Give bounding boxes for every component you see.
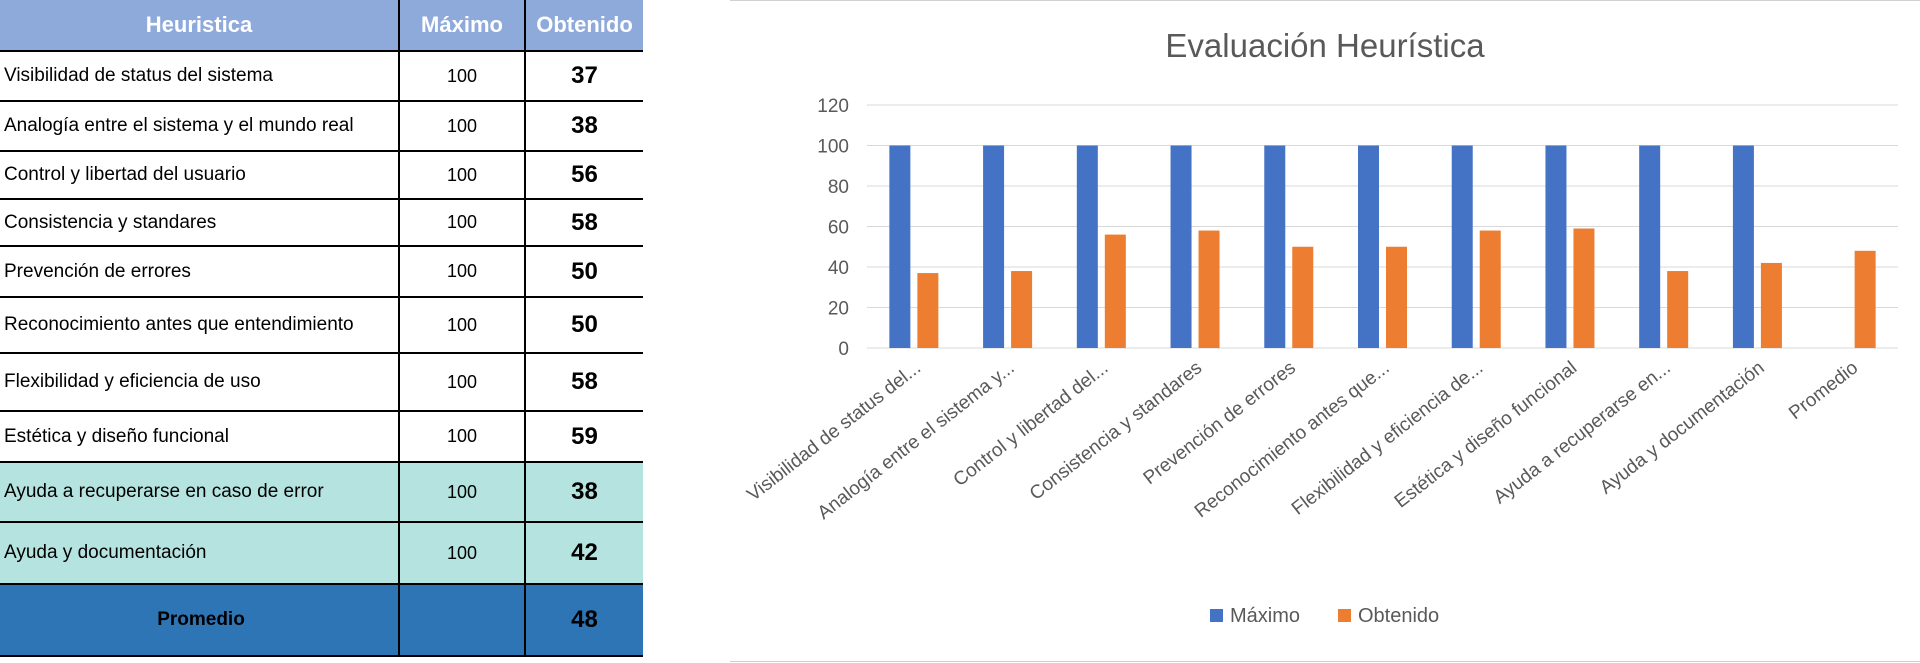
header-obtenido: Obtenido xyxy=(524,0,643,52)
y-tick-label: 100 xyxy=(817,137,849,158)
y-tick-label: 60 xyxy=(828,218,849,239)
bar-maximo-2 xyxy=(1076,145,1098,348)
average-label: Promedio xyxy=(0,583,400,657)
legend-label-1: Obtenido xyxy=(1358,605,1439,627)
bar-obtenido-4 xyxy=(1292,246,1314,348)
bar-maximo-1 xyxy=(983,145,1005,348)
obtained-value: 38 xyxy=(524,100,643,152)
heuristic-table: Heuristica Máximo Obtenido Visibilidad d… xyxy=(0,0,643,657)
table-header-row: Heuristica Máximo Obtenido xyxy=(0,0,643,52)
x-category-label: Promedio xyxy=(1785,357,1862,424)
y-tick-label: 80 xyxy=(828,177,849,198)
obtained-value: 56 xyxy=(524,150,643,200)
table-row: Ayuda y documentación 100 42 xyxy=(0,521,643,585)
max-value: 100 xyxy=(398,461,526,523)
y-tick-label: 40 xyxy=(828,258,849,279)
bar-obtenido-6 xyxy=(1479,230,1501,348)
table-row: Control y libertad del usuario 100 56 xyxy=(0,150,643,200)
x-category-label: Flexibilidad y eficiencia de... xyxy=(1288,357,1487,519)
max-value: 100 xyxy=(398,50,526,102)
x-category-label: Analogía entre el sistema y... xyxy=(814,357,1019,524)
average-max xyxy=(398,583,526,657)
bar-obtenido-10 xyxy=(1854,250,1876,348)
heuristic-name: Estética y diseño funcional xyxy=(0,410,400,463)
table-row: Estética y diseño funcional 100 59 xyxy=(0,410,643,463)
heuristic-name: Flexibilidad y eficiencia de uso xyxy=(0,352,400,412)
bar-maximo-5 xyxy=(1358,145,1379,348)
header-maximo: Máximo xyxy=(398,0,526,52)
legend-label-0: Máximo xyxy=(1230,605,1300,627)
y-tick-label: 0 xyxy=(838,339,849,360)
heuristic-name: Consistencia y standares xyxy=(0,198,400,247)
bar-chart: 0 20 40 60 80 100 120 Visibilidad de status del… xyxy=(743,96,1898,627)
x-category-label: Ayuda y documentación xyxy=(1596,357,1768,498)
max-value: 100 xyxy=(398,521,526,585)
bar-maximo-7 xyxy=(1545,145,1567,348)
bar-maximo-0 xyxy=(889,145,911,348)
obtained-value: 42 xyxy=(524,521,643,585)
x-category-label: Ayuda a recuperarse en... xyxy=(1490,357,1675,508)
obtained-value: 58 xyxy=(524,198,643,247)
bar-obtenido-5 xyxy=(1386,246,1407,348)
heuristic-name: Reconocimiento antes que entendimiento xyxy=(0,296,400,354)
heuristic-name: Analogía entre el sistema y el mundo rea… xyxy=(0,100,400,152)
table-row: Visibilidad de status del sistema 100 37 xyxy=(0,50,643,102)
bar-maximo-8 xyxy=(1639,145,1661,348)
legend-swatch-1 xyxy=(1338,609,1351,622)
bar-maximo-9 xyxy=(1732,145,1754,348)
x-category-label: Estética y diseño funcional xyxy=(1391,357,1581,512)
table-row: Reconocimiento antes que entendimiento 10… xyxy=(0,296,643,354)
bar-maximo-6 xyxy=(1451,145,1473,348)
heuristic-name: Ayuda y documentación xyxy=(0,521,400,585)
obtained-value: 38 xyxy=(524,461,643,523)
obtained-value: 58 xyxy=(524,352,643,412)
bar-obtenido-0 xyxy=(917,273,939,348)
bar-maximo-3 xyxy=(1170,145,1192,348)
max-value: 100 xyxy=(398,296,526,354)
bar-obtenido-2 xyxy=(1104,234,1126,348)
heuristic-name: Ayuda a recuperarse en caso de error xyxy=(0,461,400,523)
bar-obtenido-1 xyxy=(1011,271,1033,348)
x-category-label: Consistencia y standares xyxy=(1026,357,1206,504)
y-tick-label: 120 xyxy=(817,96,849,117)
bar-obtenido-3 xyxy=(1198,230,1220,348)
chart-panel: Evaluación Heurística 0 20 40 60 80 100 120 Vis… xyxy=(730,0,1920,663)
chart-title: Evaluación Heurística xyxy=(1165,27,1485,64)
max-value: 100 xyxy=(398,245,526,298)
bar-maximo-4 xyxy=(1264,145,1286,348)
x-category-label: Control y libertad del... xyxy=(950,357,1113,491)
table-row: Flexibilidad y eficiencia de uso 100 58 xyxy=(0,352,643,412)
x-category-label: Reconocimiento antes que... xyxy=(1191,357,1394,522)
obtained-value: 37 xyxy=(524,50,643,102)
x-category-label: Prevención de errores xyxy=(1140,357,1300,489)
table-row: Analogía entre el sistema y el mundo rea… xyxy=(0,100,643,152)
x-category-label: Visibilidad de status del... xyxy=(743,357,925,505)
obtained-value: 50 xyxy=(524,296,643,354)
heuristic-name: Prevención de errores xyxy=(0,245,400,298)
legend-swatch-0 xyxy=(1210,609,1223,622)
bar-obtenido-7 xyxy=(1573,228,1595,348)
table-row: Ayuda a recuperarse en caso de error 100 3… xyxy=(0,461,643,523)
average-value: 48 xyxy=(524,583,643,657)
obtained-value: 59 xyxy=(524,410,643,463)
header-heuristica: Heuristica xyxy=(0,0,400,52)
max-value: 100 xyxy=(398,352,526,412)
bar-obtenido-9 xyxy=(1760,262,1782,348)
max-value: 100 xyxy=(398,150,526,200)
heuristic-name: Visibilidad de status del sistema xyxy=(0,50,400,102)
bar-obtenido-8 xyxy=(1667,271,1689,348)
average-row: Promedio 48 xyxy=(0,583,643,657)
table-row: Consistencia y standares 100 58 xyxy=(0,198,643,247)
table-row: Prevención de errores 100 50 xyxy=(0,245,643,298)
max-value: 100 xyxy=(398,198,526,247)
max-value: 100 xyxy=(398,410,526,463)
obtained-value: 50 xyxy=(524,245,643,298)
max-value: 100 xyxy=(398,100,526,152)
heuristic-name: Control y libertad del usuario xyxy=(0,150,400,200)
y-tick-label: 20 xyxy=(828,299,849,320)
